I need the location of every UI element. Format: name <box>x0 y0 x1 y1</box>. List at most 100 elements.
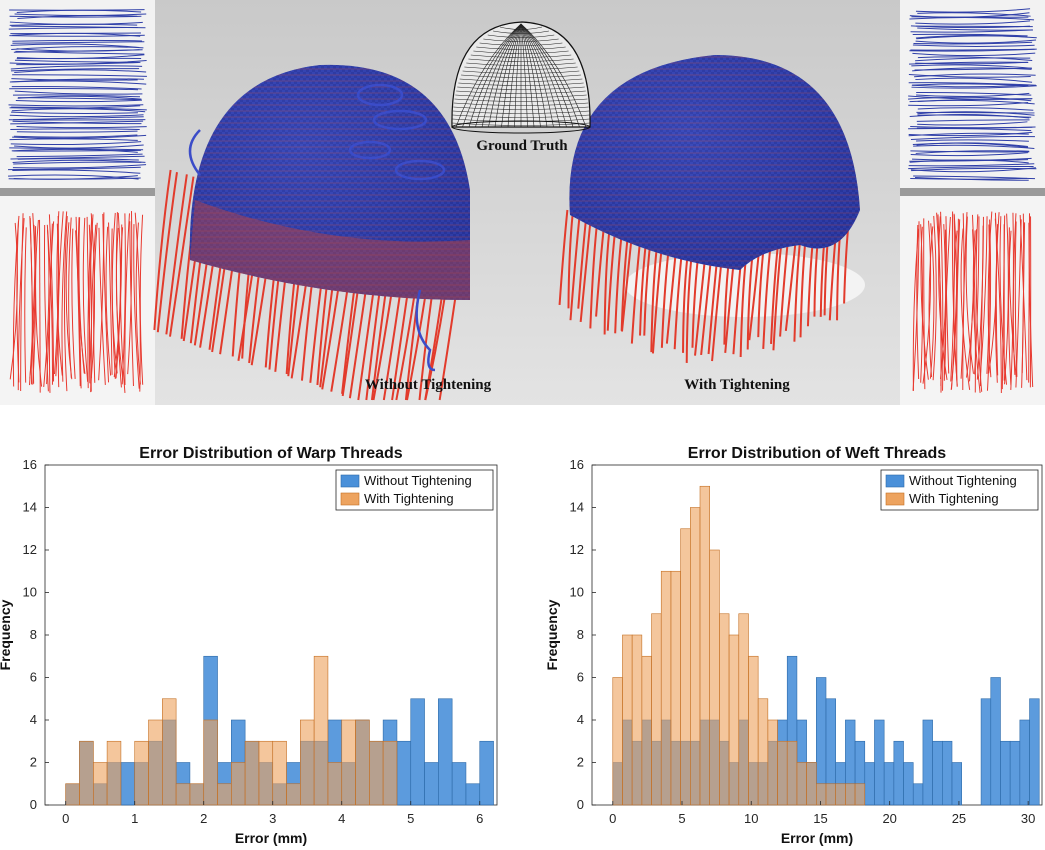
legend-label: Without Tightening <box>909 473 1017 488</box>
with-tightening-bar <box>65 783 80 806</box>
with-tightening-bar <box>148 719 163 806</box>
y-tick-label: 2 <box>30 755 37 770</box>
without-tightening-bar <box>903 762 914 806</box>
y-axis-label: Frequency <box>544 599 560 670</box>
with-tightening-bar <box>258 740 274 806</box>
y-tick-label: 8 <box>577 627 584 642</box>
x-tick-label: 10 <box>744 811 758 826</box>
without-tightening-bar <box>465 783 481 806</box>
y-tick-label: 0 <box>577 797 584 812</box>
without-tightening-bar <box>864 762 875 806</box>
with-tightening-bar <box>162 698 177 806</box>
legend-swatch <box>340 492 360 506</box>
ground-truth-wireframe <box>451 21 591 134</box>
with-tightening-bar <box>748 655 759 806</box>
y-tick-label: 14 <box>23 500 37 515</box>
without-tightening-bar <box>120 762 136 806</box>
caption-with-tightening: With Tightening <box>684 377 790 393</box>
legend-swatch <box>885 492 905 506</box>
with-tightening-bar <box>719 613 730 806</box>
y-tick-label: 16 <box>570 457 584 472</box>
with-tightening-bar <box>612 677 623 806</box>
x-tick-label: 15 <box>813 811 827 826</box>
without-tightening-bar <box>410 698 425 806</box>
without-tightening-bar <box>438 698 453 806</box>
without-tightening-bar <box>451 762 467 806</box>
without-tightening-bar <box>912 783 924 806</box>
with-tightening-bar <box>845 783 856 806</box>
with-tightening-bar <box>106 740 122 806</box>
without-tightening-bar <box>990 677 1001 806</box>
dome-without-tightening <box>153 64 471 401</box>
with-tightening-bar <box>203 719 218 806</box>
without-tightening-bar <box>942 740 953 806</box>
photo-strip: Ground Truth Without Tightening With Tig… <box>0 0 1045 405</box>
with-tightening-bar <box>767 719 778 806</box>
without-tightening-bar <box>1009 740 1021 806</box>
charts-area: 0 1 2 3 4 5 6 0 2 4 6 8 10 12 14 16 Error Distribution o… <box>0 405 1045 850</box>
x-tick-label: 4 <box>338 811 345 826</box>
without-tightening-bar <box>922 719 933 806</box>
with-tightening-bar <box>825 783 836 806</box>
without-tightening-bar <box>424 762 439 806</box>
with-tightening-bar <box>93 762 108 806</box>
x-tick-label: 5 <box>678 811 685 826</box>
with-tightening-bar <box>690 507 701 806</box>
with-tightening-bar <box>777 740 788 806</box>
with-tightening-bar <box>382 740 398 806</box>
with-tightening-bar <box>709 549 720 806</box>
legend-label: With Tightening <box>909 491 999 506</box>
x-tick-label: 6 <box>476 811 483 826</box>
with-tightening-bar <box>660 570 672 806</box>
weft-threads-photo-right <box>900 0 1045 188</box>
with-tightening-bar <box>622 634 633 806</box>
with-tightening-bar <box>244 740 260 806</box>
caption-ground-truth: Ground Truth <box>476 138 568 154</box>
histogram-weft: 0 5 10 15 20 25 30 0 2 4 6 8 10 12 14 16 Error Distribut… <box>544 445 1043 846</box>
x-tick-label: 0 <box>62 811 69 826</box>
x-tick-label: 2 <box>200 811 207 826</box>
y-axis-label: Frequency <box>0 599 13 670</box>
y-tick-label: 0 <box>30 797 37 812</box>
y-tick-label: 2 <box>577 755 584 770</box>
x-tick-label: 3 <box>269 811 276 826</box>
legend: Without Tightening With Tightening <box>880 469 1039 511</box>
chart-title: Error Distribution of Weft Threads <box>688 445 946 462</box>
with-tightening-bar <box>79 740 94 806</box>
with-tightening-bar <box>854 783 866 806</box>
with-tightening-bar <box>355 719 370 806</box>
chart-title: Error Distribution of Warp Threads <box>139 445 403 462</box>
x-tick-label: 30 <box>1021 811 1035 826</box>
with-tightening-bar <box>796 762 807 806</box>
with-tightening-bar <box>641 655 652 806</box>
weft-threads-photo <box>0 0 155 188</box>
y-tick-label: 12 <box>23 542 37 557</box>
y-tick-label: 4 <box>577 712 584 727</box>
with-tightening-bar <box>369 740 384 806</box>
with-tightening-bar <box>217 783 232 806</box>
with-tightening-bar <box>728 634 740 806</box>
with-tightening-bar <box>699 485 710 806</box>
legend: Without Tightening With Tightening <box>335 469 494 511</box>
y-tick-label: 12 <box>570 542 584 557</box>
with-tightening-bar <box>651 613 662 806</box>
with-tightening-bar <box>757 698 769 806</box>
warp-threads-photo <box>0 196 155 405</box>
without-tightening-bar <box>479 740 494 806</box>
x-tick-label: 20 <box>882 811 896 826</box>
without-tightening-bar <box>883 762 895 806</box>
y-tick-label: 16 <box>23 457 37 472</box>
without-tightening-bar <box>1029 698 1040 806</box>
y-tick-label: 4 <box>30 712 37 727</box>
with-tightening-bar <box>313 655 329 806</box>
x-axis-label: Error (mm) <box>781 830 853 846</box>
with-tightening-bar <box>631 634 643 806</box>
with-tightening-bar <box>680 528 691 806</box>
x-tick-label: 1 <box>131 811 138 826</box>
with-tightening-bar <box>327 762 343 806</box>
legend-swatch <box>885 474 905 488</box>
y-tick-label: 10 <box>23 585 37 600</box>
y-tick-label: 6 <box>577 670 584 685</box>
